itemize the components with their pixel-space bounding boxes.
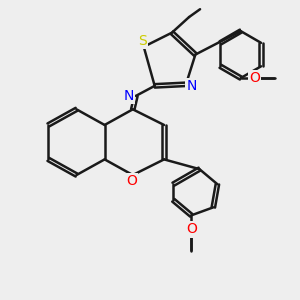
Text: O: O xyxy=(126,174,137,188)
Text: N: N xyxy=(124,89,134,103)
Text: S: S xyxy=(138,34,147,48)
Text: O: O xyxy=(186,222,197,236)
Text: O: O xyxy=(249,71,260,85)
Text: N: N xyxy=(186,79,197,93)
